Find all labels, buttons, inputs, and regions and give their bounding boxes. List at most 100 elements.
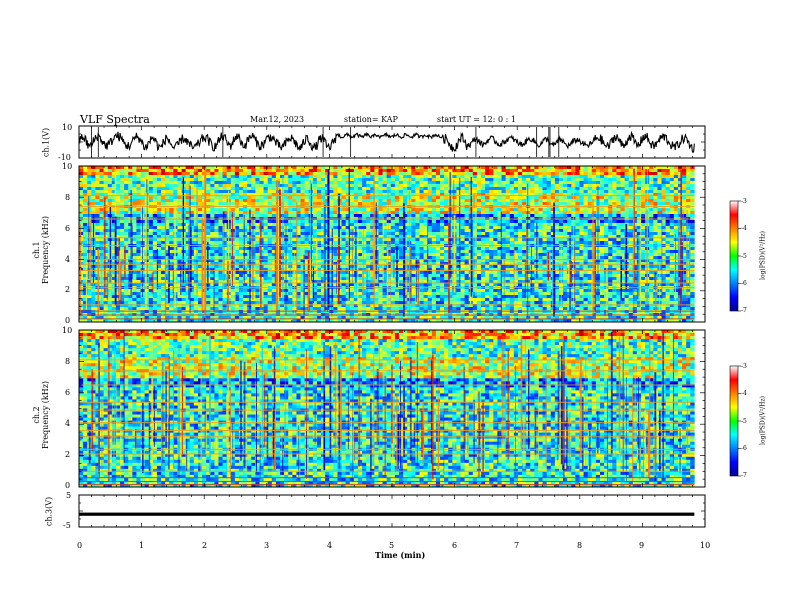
spectrogram-cell: [193, 235, 199, 239]
spectrogram-cell: [169, 184, 174, 188]
spectrogram-cell: [632, 247, 638, 251]
spectrogram-cell: [156, 172, 162, 176]
spectrogram-cell: [206, 169, 211, 173]
spectrogram-cell: [472, 208, 478, 212]
spectrogram-cell: [333, 190, 338, 194]
spectrogram-cell: [148, 187, 154, 191]
spectrogram-cell: [665, 226, 671, 230]
spectrogram-cell: [255, 187, 260, 191]
spectrogram-cell: [505, 187, 511, 191]
spectrogram-cell: [542, 238, 547, 242]
spectrogram-cell: [111, 184, 117, 188]
spectrogram-cell: [288, 169, 293, 173]
spectrogram-cell: [485, 193, 490, 197]
spectrogram-cell: [177, 187, 182, 191]
spectrogram-cell: [271, 196, 277, 200]
spectrogram-cell: [275, 169, 281, 173]
spectrogram-cell: [628, 259, 634, 263]
spectrogram-cell: [267, 247, 273, 251]
spectrogram-cell: [292, 211, 297, 215]
spectrogram-cell: [526, 178, 531, 182]
spectrogram-cell: [427, 256, 433, 260]
spectrogram-cell: [403, 202, 408, 206]
spectrogram-cell: [485, 223, 490, 227]
spectrogram-cell: [148, 259, 154, 263]
spectrogram-cell: [628, 241, 634, 245]
spectrogram-cell: [345, 190, 351, 194]
spectrogram-cell: [308, 238, 314, 242]
spectrogram-cell: [115, 226, 121, 230]
spectrogram-cell: [251, 178, 256, 182]
spectrogram-cell: [124, 223, 129, 227]
spectrogram-cell: [247, 193, 252, 197]
spectrogram-cell: [87, 208, 92, 212]
spectrogram-cell: [558, 193, 564, 197]
spectrogram-cell: [165, 250, 170, 254]
spectrogram-cell: [321, 223, 326, 227]
spectrogram-cell: [255, 166, 260, 170]
spectrogram-cell: [608, 199, 613, 203]
spectrogram-cell: [316, 250, 322, 254]
spectrogram-cell: [435, 256, 441, 260]
spectrogram-cell: [370, 178, 375, 182]
spectrogram-cell: [214, 214, 219, 218]
spectrogram-cell: [321, 172, 326, 176]
spectrogram-cell: [156, 220, 162, 224]
spectrogram-cell: [554, 220, 560, 224]
spectrogram-cell: [91, 169, 96, 173]
spectrogram-cell: [267, 262, 273, 266]
spectrogram-cell: [575, 229, 580, 233]
spectrogram-cell: [682, 211, 687, 215]
spectrogram-cell: [686, 259, 691, 263]
spectrogram-cell: [312, 184, 318, 188]
spectrogram-cell: [653, 211, 658, 215]
spectrogram-cell: [280, 262, 285, 266]
spectrogram-cell: [665, 229, 671, 233]
spectrogram-cell: [460, 250, 465, 254]
spectrogram-cell: [616, 202, 621, 206]
spectrogram-cell: [608, 229, 613, 233]
spectrogram-cell: [136, 229, 141, 233]
spectrogram-cell: [267, 238, 273, 242]
spectrogram-cell: [165, 241, 170, 245]
spectrogram-cell: [280, 175, 285, 179]
spectrogram-cell: [251, 235, 256, 239]
spectrogram-cell: [530, 211, 535, 215]
spectrogram-cell: [136, 202, 141, 206]
spectrogram-cell: [493, 250, 498, 254]
spectrogram-cell: [591, 190, 597, 194]
spectrogram-cell: [353, 181, 359, 185]
spectrogram-cell: [210, 229, 215, 233]
spectrogram-cell: [333, 262, 338, 266]
spectrogram-cell: [435, 190, 441, 194]
ch1-waveform-panel: [78, 127, 695, 157]
spectrogram-cell: [95, 187, 100, 191]
spectrogram-cell: [251, 193, 256, 197]
spectrogram-cell: [222, 172, 227, 176]
spectrogram-cell: [526, 181, 531, 185]
spectrogram-cell: [460, 226, 465, 230]
spectrogram-cell: [197, 220, 203, 224]
spectrogram-cell: [263, 220, 269, 224]
spectrogram-cell: [148, 196, 154, 200]
spectrogram-cell: [620, 226, 625, 230]
spectrogram-cell: [444, 238, 449, 242]
spectrogram-cell: [316, 226, 322, 230]
spectrogram-cell: [567, 220, 572, 224]
spectrogram-cell: [337, 184, 342, 188]
spectrogram-cell: [669, 184, 675, 188]
spectrogram-cell: [423, 193, 428, 197]
spectrogram-cell: [677, 232, 683, 236]
spectrogram-cell: [185, 226, 191, 230]
spectrogram-cell: [120, 265, 125, 269]
spectrogram-cell: [677, 169, 683, 173]
spectrogram-cell: [259, 262, 264, 266]
spectrogram-cell: [636, 178, 642, 182]
spectrogram-cell: [312, 253, 318, 257]
spectrogram-cell: [460, 166, 465, 170]
spectrogram-cell: [345, 193, 351, 197]
spectrogram-cell: [476, 232, 482, 236]
spectrogram-cell: [468, 175, 474, 179]
spectrogram-cell: [337, 172, 342, 176]
spectrogram-cell: [435, 208, 441, 212]
